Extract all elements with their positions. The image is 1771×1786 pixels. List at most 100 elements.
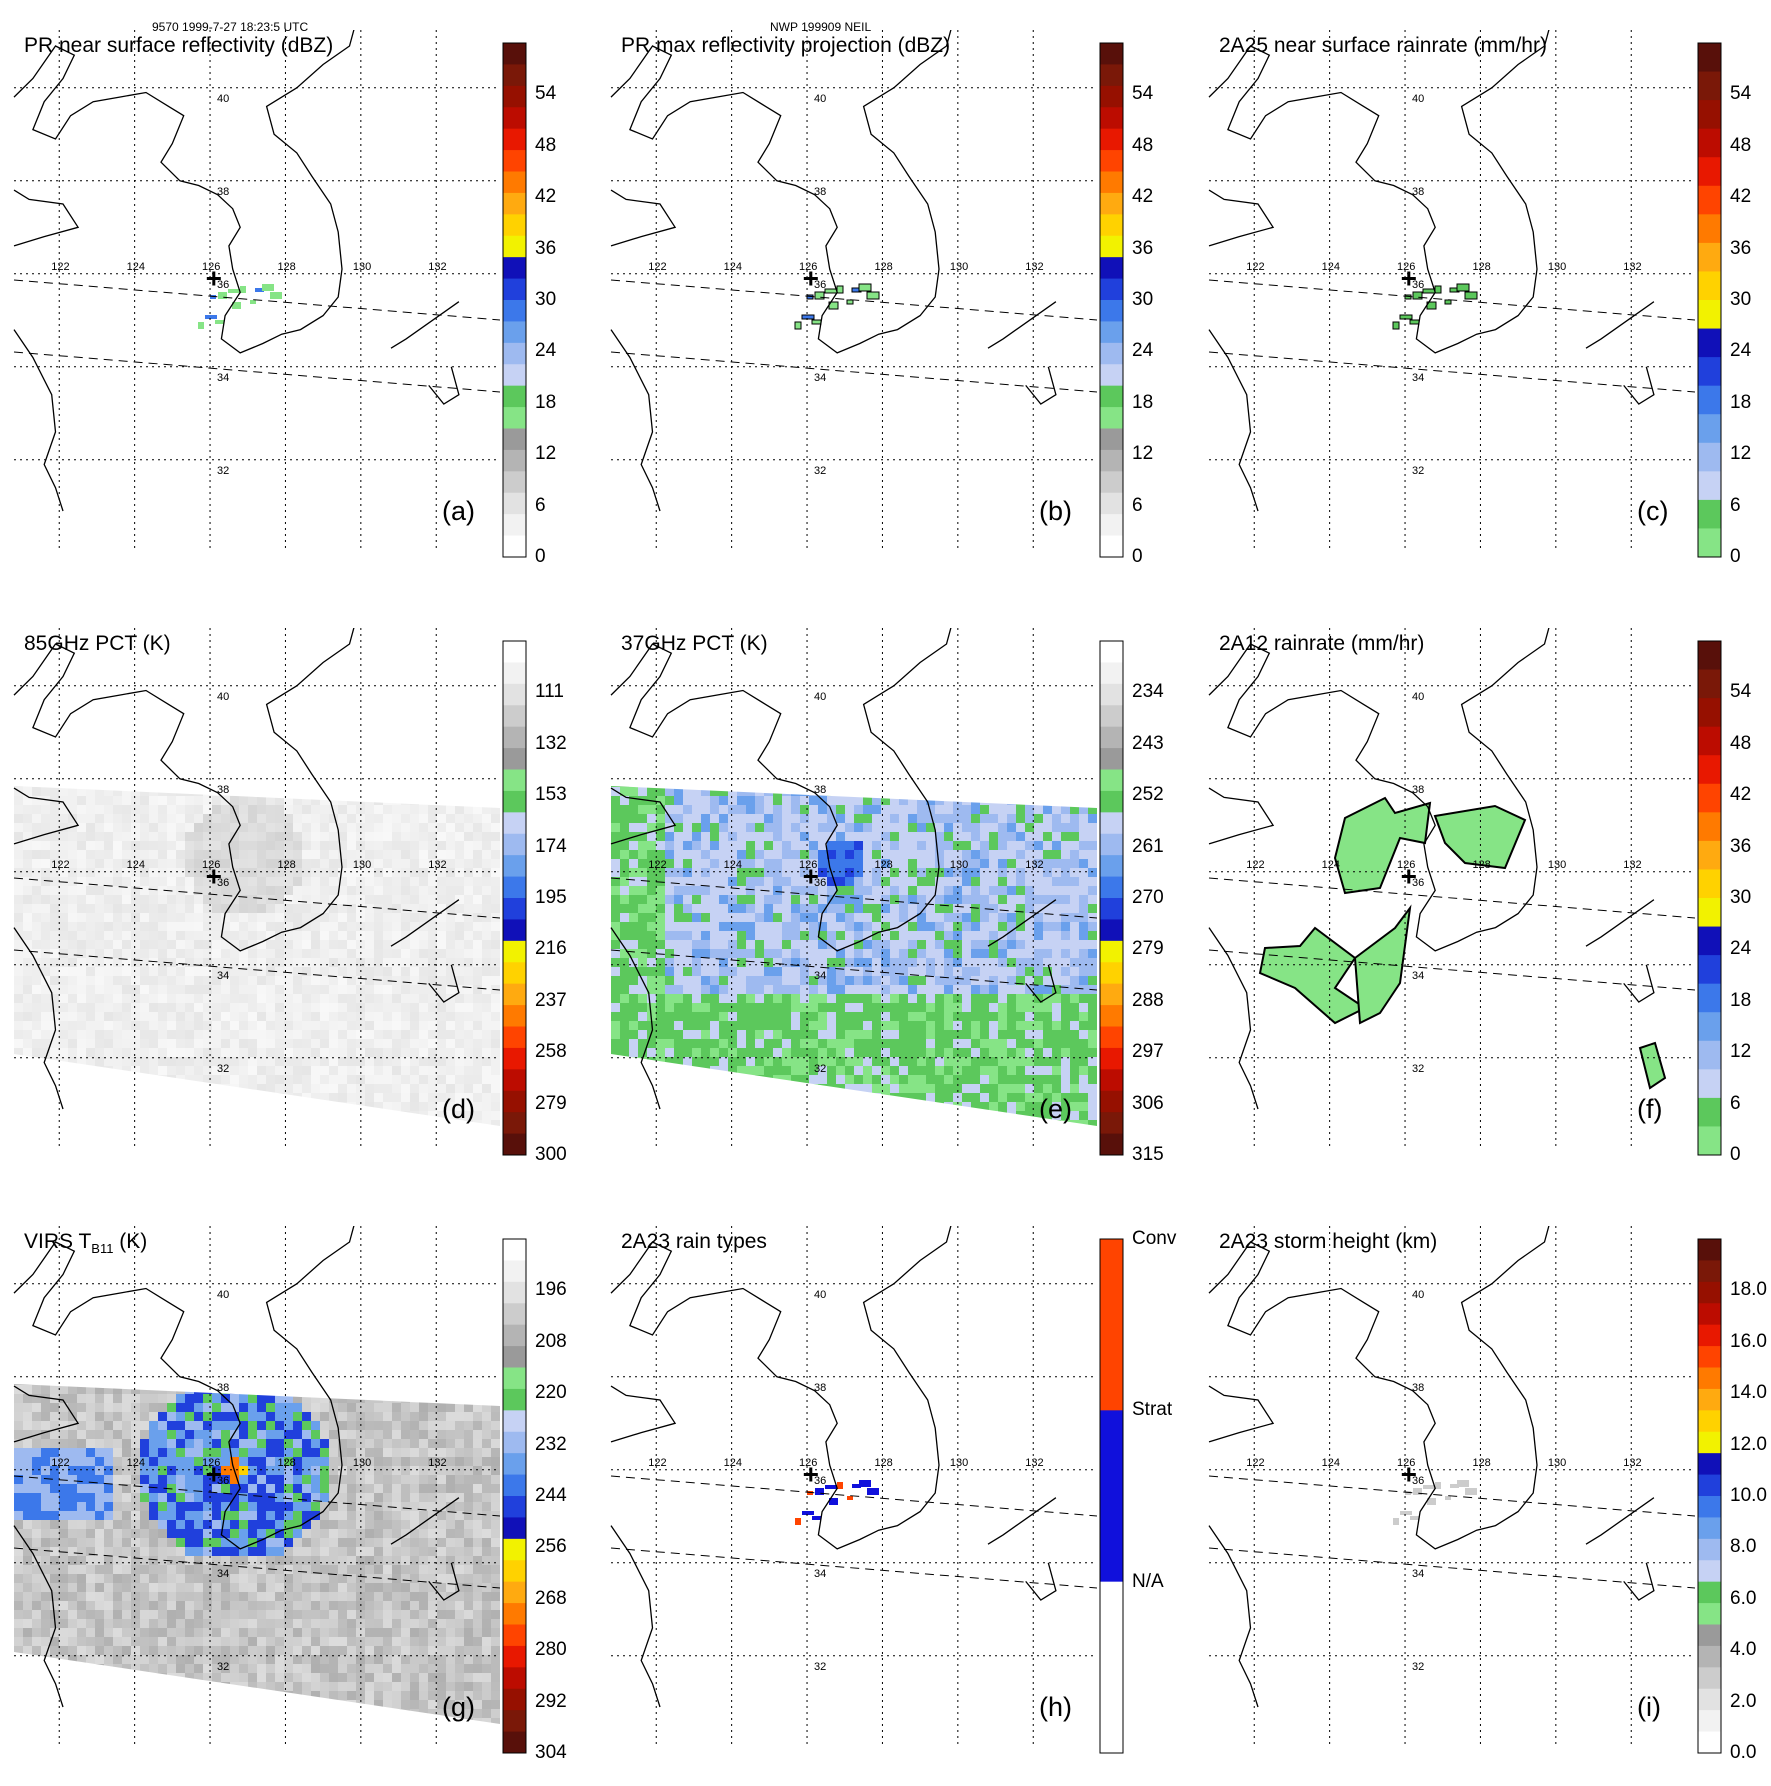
lon-label-130: 130 [353, 261, 371, 273]
colorbar-swatch [1100, 1112, 1123, 1134]
lat-label-34: 34 [814, 372, 826, 384]
colorbar-tick: 12 [535, 443, 556, 465]
lon-label-128: 128 [874, 859, 892, 871]
colorbar-tick: 111 [535, 681, 564, 703]
colorbar-tick: 48 [535, 135, 556, 157]
lat-label-38: 38 [217, 784, 229, 796]
swath-edges-a [14, 280, 500, 392]
colorbar-tick: 220 [535, 1382, 567, 1404]
colorbar-tick: 6 [1132, 495, 1143, 517]
lon-label-126: 126 [1397, 859, 1415, 871]
colorbar-swatch [1698, 1069, 1721, 1098]
colorbar-swatch [503, 855, 526, 877]
colorbar-swatch [1100, 855, 1123, 877]
colorbar-tick: 279 [1132, 938, 1164, 960]
colorbar-swatch [503, 834, 526, 856]
colorbar-tick: 30 [1132, 289, 1153, 311]
colorbar-swatch [503, 257, 526, 279]
panel-title-c: 2A25 near surface rainrate (mm/hr) [1219, 34, 1547, 58]
colorbar-swatch [1100, 641, 1123, 663]
colorbar-tick: 6 [1730, 495, 1741, 517]
colorbar-swatch [1100, 1027, 1123, 1049]
lat-label-36: 36 [217, 877, 229, 889]
colorbar-swatch [503, 86, 526, 108]
colorbar-swatch [1100, 1091, 1123, 1113]
colorbar-swatch [1698, 414, 1721, 443]
colorbar-swatch [1100, 1582, 1123, 1754]
colorbar-tick: 258 [535, 1041, 567, 1063]
colorbar-swatch [503, 641, 526, 663]
panel-title-f: 2A12 rainrate (mm/hr) [1219, 632, 1424, 656]
lon-label-124: 124 [127, 859, 145, 871]
colorbar-tick: 315 [1132, 1144, 1164, 1166]
colorbar-swatch [503, 812, 526, 834]
lat-label-32: 32 [217, 465, 229, 477]
lon-label-130: 130 [950, 859, 968, 871]
colorbar-swatch [1698, 984, 1721, 1013]
colorbar-swatch [503, 1389, 526, 1411]
swath-edges-c [1209, 280, 1695, 392]
map-c: 122124126128130132424038363432 [1195, 30, 1695, 552]
colorbar-swatch [1698, 1432, 1721, 1454]
colorbar-tick: 279 [535, 1093, 567, 1115]
colorbar-swatch [503, 1667, 526, 1689]
colorbar-tick: 54 [1730, 681, 1751, 703]
colorbar-tick: 48 [1730, 135, 1751, 157]
colorbar-swatch [1698, 157, 1721, 186]
colorbar-tick: 196 [535, 1279, 567, 1301]
colorbar-tick: 42 [1730, 784, 1751, 806]
colorbar-tick: 14.0 [1730, 1382, 1767, 1404]
colorbar-swatch [1100, 536, 1123, 558]
colorbar-swatch [1698, 1098, 1721, 1127]
colorbar-tick: 48 [1132, 135, 1153, 157]
colorbar-tick: 30 [535, 289, 556, 311]
colorbar-swatch [1698, 1539, 1721, 1561]
colorbar-swatch [503, 1282, 526, 1304]
colorbar-tick: 12 [1730, 1041, 1751, 1063]
colorbar-swatch [503, 1539, 526, 1561]
lat-label-36: 36 [814, 279, 826, 291]
colorbar-swatch [1100, 214, 1123, 236]
colorbar-tick: 237 [535, 990, 567, 1012]
lon-label-124: 124 [724, 859, 742, 871]
colorbar-swatch [503, 1346, 526, 1368]
colorbar-tick: 16.0 [1730, 1331, 1767, 1353]
colorbar-swatch [1100, 662, 1123, 684]
colorbar-swatch [503, 364, 526, 386]
lon-label-124: 124 [724, 1457, 742, 1469]
colorbar-swatch [1698, 1710, 1721, 1732]
lon-label-126: 126 [799, 261, 817, 273]
map-a: 122124126128130132424038363432 [0, 30, 500, 552]
colorbar-swatch [1698, 1282, 1721, 1304]
colorbar-swatch [1100, 684, 1123, 706]
colorbar-tick: 18 [1132, 392, 1153, 414]
panel-title-h: 2A23 rain types [621, 1230, 767, 1254]
colorbar-swatch [1100, 64, 1123, 86]
colorbar-swatch [1698, 1389, 1721, 1411]
colorbar-swatch [1100, 984, 1123, 1006]
lat-label-32: 32 [1412, 465, 1424, 477]
colorbar-tick: 36 [535, 238, 556, 260]
colorbar-swatch [503, 748, 526, 770]
lat-label-38: 38 [814, 186, 826, 198]
colorbar-swatch [503, 493, 526, 515]
colorbar-swatch [503, 919, 526, 941]
lon-label-124: 124 [1322, 261, 1340, 273]
panel-letter-c: (c) [1637, 496, 1668, 527]
colorbar-tick: 24 [1730, 938, 1751, 960]
colorbar-swatch [1698, 1582, 1721, 1604]
colorbar-swatch [1698, 1560, 1721, 1582]
colorbar-swatch [503, 1325, 526, 1347]
colorbar-swatch [503, 150, 526, 172]
lat-label-32: 32 [217, 1063, 229, 1075]
colorbar-swatch [1698, 72, 1721, 101]
lat-label-40: 40 [217, 1289, 229, 1301]
lat-label-36: 36 [217, 279, 229, 291]
swath-field-e [611, 778, 1097, 1129]
colorbar-tick: 208 [535, 1331, 567, 1353]
lat-label-40: 40 [814, 1289, 826, 1301]
colorbar-swatch [1100, 791, 1123, 813]
colorbar-tick: 12.0 [1730, 1434, 1767, 1456]
colorbar-tick: 18.0 [1730, 1279, 1767, 1301]
colorbar-swatch [1698, 214, 1721, 243]
